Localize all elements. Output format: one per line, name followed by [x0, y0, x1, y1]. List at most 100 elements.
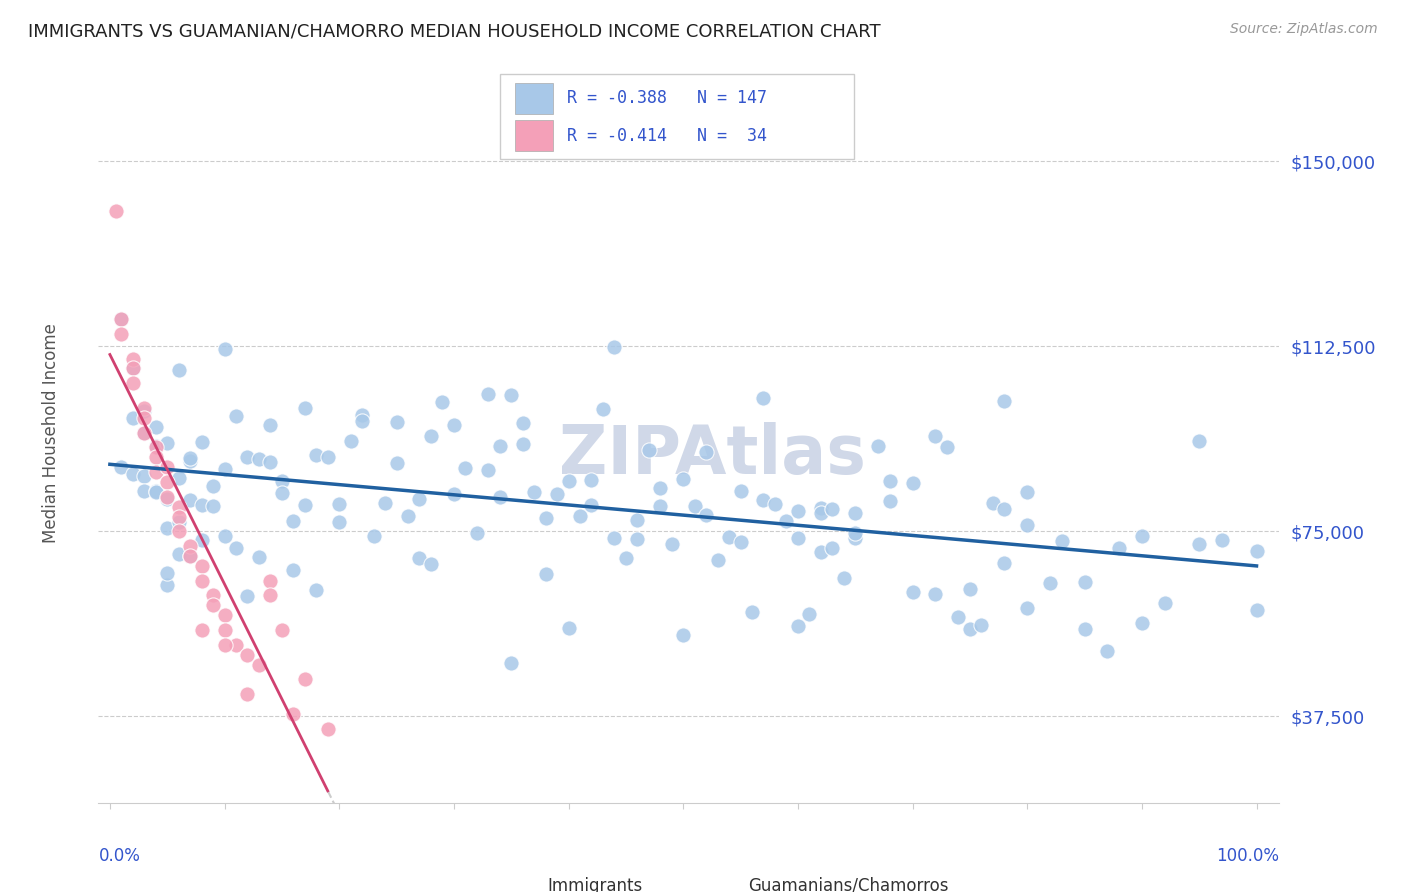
Point	[993, 394, 1015, 409]
Point	[581, 498, 603, 512]
Point	[752, 391, 775, 405]
Text: Source: ZipAtlas.com: Source: ZipAtlas.com	[1230, 22, 1378, 37]
FancyBboxPatch shape	[501, 73, 855, 159]
Point	[167, 363, 190, 377]
Point	[363, 529, 385, 543]
Point	[145, 484, 167, 499]
Point	[786, 504, 808, 518]
Point	[512, 436, 534, 450]
Point	[879, 474, 901, 488]
Point	[810, 506, 832, 520]
Point	[294, 498, 316, 512]
Point	[236, 450, 259, 464]
Point	[396, 509, 419, 524]
Point	[374, 496, 396, 510]
Point	[557, 475, 579, 489]
Point	[134, 425, 156, 440]
Point	[305, 582, 328, 597]
Point	[810, 501, 832, 516]
Point	[443, 418, 465, 433]
Point	[832, 571, 855, 585]
Point	[104, 203, 127, 218]
Bar	[516, 83, 553, 114]
Point	[695, 444, 717, 458]
Point	[179, 492, 201, 507]
Point	[569, 508, 592, 523]
Point	[110, 326, 132, 341]
Point	[145, 450, 167, 465]
Point	[247, 657, 270, 672]
Point	[156, 521, 179, 535]
Point	[1073, 622, 1095, 636]
Point	[134, 468, 156, 483]
Point	[661, 537, 683, 551]
Point	[190, 623, 212, 637]
Point	[706, 553, 728, 567]
Point	[637, 442, 659, 457]
Text: ZIPAtlas: ZIPAtlas	[560, 422, 866, 488]
Point	[546, 487, 568, 501]
Point	[730, 535, 752, 549]
Text: IMMIGRANTS VS GUAMANIAN/CHAMORRO MEDIAN HOUSEHOLD INCOME CORRELATION CHART: IMMIGRANTS VS GUAMANIAN/CHAMORRO MEDIAN …	[28, 22, 880, 40]
Point	[145, 484, 167, 499]
Point	[339, 434, 361, 448]
Point	[236, 589, 259, 603]
Point	[534, 566, 557, 581]
Point	[214, 638, 236, 652]
Point	[672, 628, 695, 642]
Point	[603, 340, 626, 354]
Point	[283, 562, 305, 576]
Point	[981, 496, 1004, 510]
Point	[225, 409, 247, 424]
Point	[259, 574, 281, 588]
Point	[328, 497, 350, 511]
Point	[1108, 541, 1130, 556]
Point	[523, 484, 546, 499]
Point	[1130, 616, 1153, 631]
Point	[786, 618, 808, 632]
Point	[214, 608, 236, 623]
Point	[626, 513, 648, 527]
Point	[190, 574, 212, 588]
Point	[134, 401, 156, 415]
Point	[512, 416, 534, 430]
Point	[179, 539, 201, 553]
Point	[225, 638, 247, 652]
Point	[650, 499, 672, 513]
Text: 100.0%: 100.0%	[1216, 847, 1279, 865]
Point	[110, 312, 132, 326]
Point	[501, 388, 523, 402]
Point	[270, 474, 292, 488]
Bar	[488, 847, 522, 873]
Point	[202, 499, 225, 513]
Point	[477, 387, 499, 401]
Point	[167, 548, 190, 562]
Point	[1050, 534, 1073, 549]
Point	[259, 589, 281, 603]
Point	[799, 607, 821, 622]
Point	[1188, 434, 1211, 448]
Point	[156, 566, 179, 581]
Point	[316, 450, 339, 464]
Bar	[689, 847, 723, 873]
Point	[283, 514, 305, 528]
Text: R = -0.388   N = 147: R = -0.388 N = 147	[567, 89, 768, 107]
Point	[443, 487, 465, 501]
Point	[993, 556, 1015, 570]
Point	[179, 450, 201, 465]
Point	[156, 460, 179, 475]
Point	[741, 605, 763, 619]
Point	[214, 529, 236, 543]
Point	[408, 491, 430, 506]
Point	[270, 486, 292, 500]
Point	[134, 483, 156, 498]
Point	[1188, 537, 1211, 551]
Point	[247, 451, 270, 466]
Point	[408, 550, 430, 565]
Point	[145, 439, 167, 453]
Point	[786, 531, 808, 545]
Point	[1017, 600, 1039, 615]
Point	[650, 481, 672, 495]
Point	[179, 453, 201, 467]
Point	[879, 493, 901, 508]
